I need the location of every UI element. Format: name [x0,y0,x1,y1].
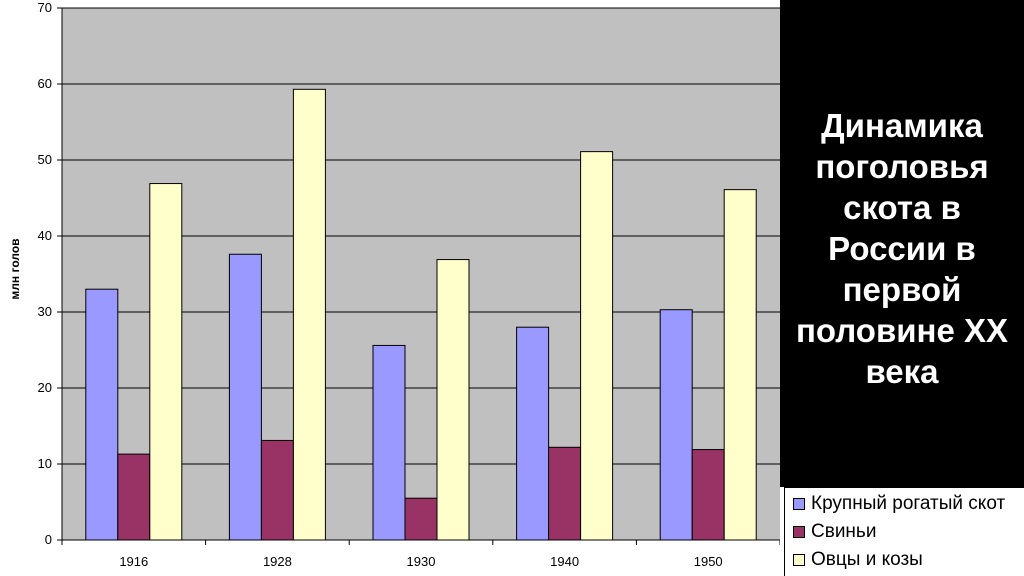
legend-item-cattle: Крупный рогатый скот [785,490,1024,518]
bar-sheep-goats [580,151,614,541]
x-tick-label: 1928 [263,554,292,569]
legend-label-sheep-goats: Овцы и козы [811,549,923,570]
bar-sheep-goats [149,183,183,541]
y-tick-label: 50 [38,152,52,167]
bar-cattle [516,326,550,541]
bar-cattle [228,253,262,541]
bar-pigs [548,446,582,541]
bar-pigs [117,453,151,541]
chart-title: Динамика поголовья скота в России в перв… [795,107,1008,390]
x-tick-label: 1916 [119,554,148,569]
x-tick-label: 1950 [694,554,723,569]
bar-sheep-goats [436,259,470,541]
legend-swatch-sheep-goats [793,554,805,566]
legend-swatch-cattle [793,498,805,510]
x-tick-label: 1930 [407,554,436,569]
y-tick-label: 10 [38,456,52,471]
y-tick-label: 30 [38,304,52,319]
legend-item-sheep-goats: Овцы и козы [785,546,1024,574]
bar-pigs [404,497,438,541]
legend-label-pigs: Свиньи [811,521,877,542]
legend-label-cattle: Крупный рогатый скот [811,493,1006,514]
legend-item-pigs: Свиньи [785,518,1024,546]
bar-pigs [260,439,294,541]
y-tick-label: 70 [38,0,52,15]
bar-sheep-goats [292,88,326,541]
bar-cattle [85,288,119,541]
y-tick-label: 40 [38,228,52,243]
bar-cattle [372,344,406,541]
y-axis-title: млн голов [8,238,22,299]
x-tick-label: 1940 [550,554,579,569]
legend-swatch-pigs [793,526,805,538]
y-tick-label: 60 [38,76,52,91]
y-tick-label: 0 [45,532,52,547]
bar-pigs [691,449,725,541]
chart: 0 10 20 30 40 50 60 70 1916 1928 1930 1940 1950 млн г… [8,0,780,569]
bar-cattle [659,309,693,541]
legend: Крупный рогатый скот Свиньи Овцы и козы [784,487,1024,576]
title-panel: Динамика поголовья скота в России в перв… [780,0,1024,487]
bar-sheep-goats [723,189,757,541]
y-tick-label: 20 [38,380,52,395]
